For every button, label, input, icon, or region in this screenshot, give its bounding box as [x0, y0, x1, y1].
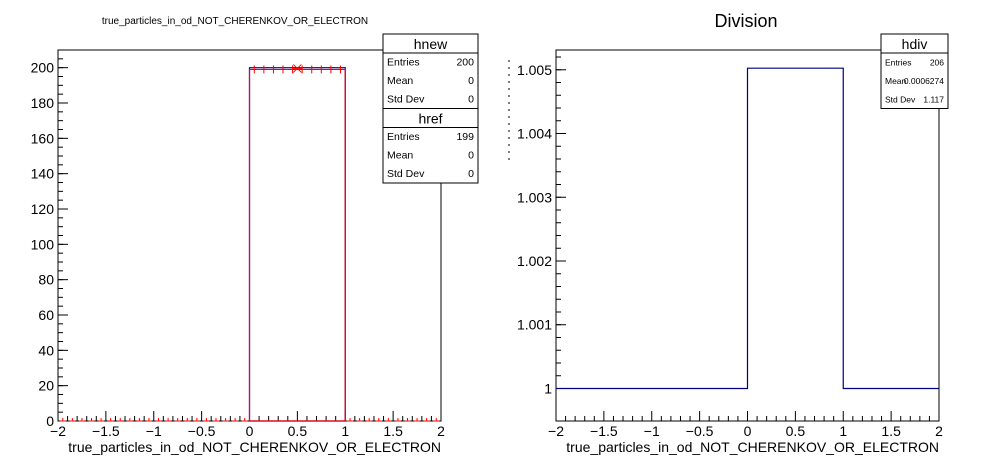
- x-tick-label: 1: [341, 423, 349, 439]
- stat-label: Entries: [387, 57, 420, 69]
- hdiv-step-line: [556, 67, 939, 390]
- y-tick-label: 200: [31, 60, 55, 76]
- stat-box-title: hdiv: [902, 36, 928, 52]
- left-xlabel: true_particles_in_od_NOT_CHERENKOV_OR_EL…: [68, 439, 441, 455]
- x-tick-label: −1: [146, 423, 162, 439]
- x-tick-label: 1.5: [383, 423, 403, 439]
- left-series: [59, 64, 440, 422]
- stat-value: 200: [456, 57, 474, 69]
- x-tick-label: −0.5: [188, 423, 216, 439]
- x-tick-label: −1.5: [92, 423, 120, 439]
- x-tick-label: 0: [246, 423, 254, 439]
- href-bar: [248, 68, 346, 421]
- x-tick-label: 1.5: [881, 423, 901, 439]
- y-tick-label: 120: [31, 201, 55, 217]
- x-tick-label: 1: [839, 423, 847, 439]
- stat-value: 0: [468, 168, 474, 180]
- y-tick-label: 160: [31, 130, 55, 146]
- x-tick-label: 2: [437, 423, 445, 439]
- stat-value: 0: [468, 75, 474, 87]
- stat-box-title: hnew: [414, 36, 448, 52]
- y-tick-label: 140: [31, 166, 55, 182]
- left-axis-ticks: −2 −1.5 −1 −0.5 0 0.5 1 1.5 20204060801001201401…: [31, 49, 445, 439]
- stat-value: 0: [468, 150, 474, 162]
- stat-value: 0: [468, 94, 474, 106]
- right-title: Division: [714, 11, 777, 31]
- stat-label: Entries: [885, 58, 911, 68]
- y-tick-label: 1.001: [517, 317, 552, 333]
- stat-label: Std Dev: [387, 94, 425, 106]
- y-tick-label: 1.004: [517, 126, 552, 142]
- stat-value: 1.117: [923, 95, 944, 105]
- x-tick-label: 0: [744, 423, 752, 439]
- stat-label: Entries: [387, 131, 420, 143]
- x-tick-label: −1: [644, 423, 660, 439]
- stat-label: Mean: [885, 76, 907, 86]
- right-xlabel: true_particles_in_od_NOT_CHERENKOV_OR_EL…: [566, 439, 939, 455]
- right-panel: Division −2 −1.5 −1 −0.5 0 0.5 1 1.5 2 1 1.001 1.00…: [508, 11, 949, 455]
- stat-value: 199: [456, 131, 474, 143]
- y-tick-label: 20: [38, 378, 54, 394]
- stat-label: Mean: [387, 75, 413, 87]
- right-axis-ticks: −2 −1.5 −1 −0.5 0 0.5 1 1.5 2 1 1.001 1.002 1.003 1.0…: [508, 56, 943, 439]
- y-tick-label: 180: [31, 95, 55, 111]
- x-tick-label: −0.5: [686, 423, 714, 439]
- y-tick-label: 1.002: [517, 253, 552, 269]
- y-tick-label: 1.003: [517, 189, 552, 205]
- stat-label: Std Dev: [885, 95, 916, 105]
- left-title: true_particles_in_od_NOT_CHERENKOV_OR_EL…: [102, 16, 368, 27]
- stat-box-title: href: [418, 111, 442, 127]
- y-tick-label: 60: [38, 307, 54, 323]
- stat-label: Std Dev: [387, 168, 425, 180]
- stat-value: 0.0006274: [904, 76, 944, 86]
- x-tick-label: 0.5: [288, 423, 308, 439]
- y-tick-label: 40: [38, 342, 54, 358]
- left-stat-boxes: hnew Entries 200 Mean 0 Std Dev 0 href Entries 19…: [382, 33, 479, 184]
- x-tick-label: 0.5: [786, 423, 806, 439]
- left-panel: true_particles_in_od_NOT_CHERENKOV_OR_EL…: [31, 16, 479, 455]
- y-tick-label: 0: [46, 413, 54, 429]
- x-tick-label: −2: [548, 423, 564, 439]
- y-tick-label: 80: [38, 272, 54, 288]
- stat-box: [382, 108, 479, 184]
- y-tick-label: 1: [544, 380, 552, 396]
- y-tick-label: 100: [31, 236, 55, 252]
- x-tick-label: −2: [50, 423, 66, 439]
- right-series: [556, 67, 939, 390]
- x-tick-label: 2: [935, 423, 943, 439]
- stat-box: [880, 33, 949, 109]
- hnew-bar: [248, 67, 346, 421]
- x-tick-label: −1.5: [590, 423, 618, 439]
- y-tick-label: 1.005: [517, 62, 552, 78]
- stat-label: Mean: [387, 150, 413, 162]
- stat-value: 206: [930, 58, 944, 68]
